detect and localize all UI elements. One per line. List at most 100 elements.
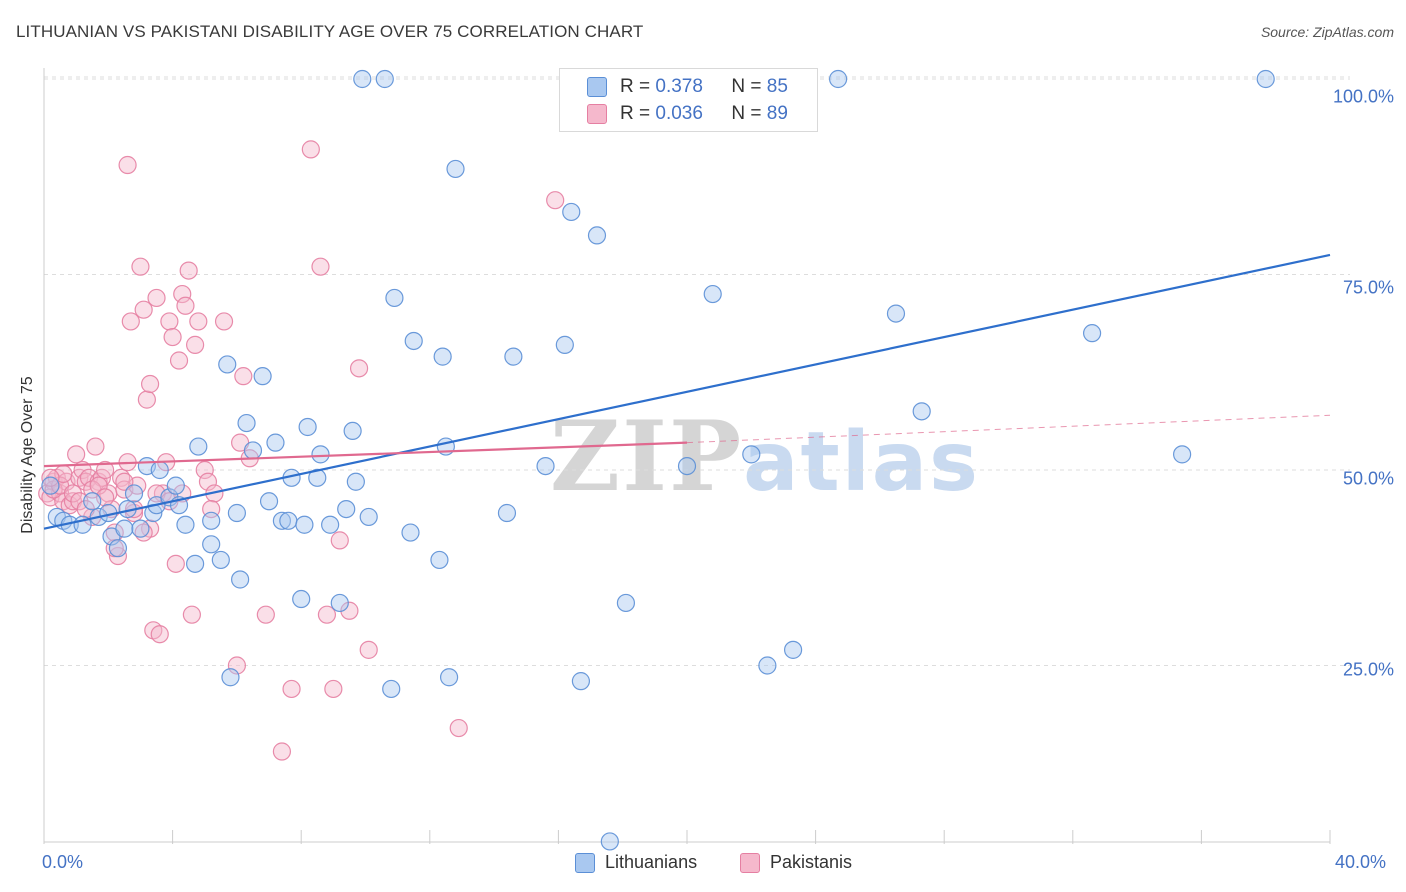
lithuanian-point bbox=[1173, 445, 1192, 464]
pakistani-point bbox=[340, 601, 359, 620]
legend-item-lithuanians: Lithuanians bbox=[575, 852, 697, 873]
watermark-atlas: atlas bbox=[743, 415, 980, 510]
pakistani-point bbox=[67, 445, 86, 464]
lithuanian-point bbox=[272, 511, 292, 530]
pakistani-point bbox=[147, 288, 166, 308]
pakistani-point bbox=[160, 312, 179, 331]
lithuanian-point bbox=[677, 456, 697, 476]
watermark-zip: ZIP bbox=[550, 400, 744, 513]
pakistani-point bbox=[182, 605, 201, 624]
lithuanian-point bbox=[337, 500, 356, 519]
lithuanian-point bbox=[433, 347, 452, 366]
legend-row-lithuanians: R = 0.378 N = 85 bbox=[560, 73, 788, 101]
pakistani-point bbox=[89, 476, 108, 495]
pakistani-point bbox=[115, 472, 134, 491]
pakistani-point bbox=[189, 312, 208, 331]
legend-item-pakistanis: Pakistanis bbox=[740, 852, 852, 873]
lithuanian-point bbox=[253, 367, 272, 386]
n-value: 85 bbox=[766, 76, 788, 97]
lithuanian-point bbox=[108, 539, 128, 558]
lithuanian-point bbox=[211, 550, 230, 570]
lithuanian-point bbox=[382, 679, 401, 699]
pink-swatch bbox=[740, 852, 760, 873]
lithuanian-point bbox=[243, 441, 263, 460]
pakistani-point bbox=[150, 625, 169, 644]
lithuanian-point bbox=[343, 421, 362, 440]
lithuanian-point bbox=[783, 640, 803, 659]
n-label: N = bbox=[731, 76, 762, 97]
lithuanian-point bbox=[446, 159, 465, 179]
lithuanian-point bbox=[218, 355, 237, 374]
lithuanian-point bbox=[311, 445, 330, 464]
trend-lines bbox=[43, 253, 1331, 530]
pakistani-point bbox=[169, 351, 189, 370]
pink-swatch bbox=[587, 104, 607, 124]
grid-lines bbox=[44, 76, 1350, 666]
lithuanian-point bbox=[346, 472, 365, 491]
lithuanian-point bbox=[587, 226, 607, 245]
axes bbox=[43, 68, 1331, 844]
pakistani-point bbox=[227, 656, 246, 675]
lithuanian-point bbox=[1082, 324, 1102, 343]
chart-title: LITHUANIAN VS PAKISTANI DISABILITY AGE O… bbox=[16, 22, 644, 41]
x-tick-max: 40.0% bbox=[1335, 852, 1387, 872]
pakistani-point bbox=[317, 605, 337, 624]
lithuanian-point bbox=[237, 413, 256, 433]
pakistani-point bbox=[311, 257, 330, 276]
lithuanian-point bbox=[221, 668, 240, 687]
blue-swatch bbox=[587, 77, 607, 97]
pakistani-point bbox=[176, 296, 195, 315]
pakistani-point bbox=[198, 472, 218, 491]
lithuanian-point bbox=[353, 69, 372, 89]
lithuanian-point bbox=[189, 437, 208, 456]
lithuanian-point bbox=[504, 347, 523, 366]
lithuanian-point bbox=[1256, 69, 1275, 89]
r-value: 0.378 bbox=[655, 76, 703, 97]
pakistani-point bbox=[95, 460, 115, 480]
lithuanian-point bbox=[439, 668, 459, 687]
lithuanian-point bbox=[616, 593, 636, 613]
lithuanian-point bbox=[279, 511, 298, 530]
lithuanian-point bbox=[41, 476, 60, 495]
pakistani-point bbox=[359, 640, 378, 659]
lithuanian-point bbox=[758, 656, 777, 675]
x-tick-min: 0.0% bbox=[42, 852, 84, 872]
legend-row-pakistanis: R = 0.036 N = 89 bbox=[560, 100, 788, 128]
pakistanis-points bbox=[38, 140, 565, 761]
pakistani-point bbox=[301, 140, 320, 159]
r-value: 0.036 bbox=[655, 103, 703, 124]
lithuanian-point bbox=[321, 515, 340, 534]
pakistani-trend-extension bbox=[686, 414, 1331, 444]
lithuanian-point bbox=[202, 511, 221, 530]
y-tick-25: 25.0% bbox=[1342, 659, 1394, 680]
pakistani-point bbox=[79, 468, 99, 487]
lithuanian-point bbox=[259, 492, 279, 511]
lithuanian-point bbox=[359, 507, 378, 527]
lithuanian-point bbox=[385, 288, 404, 308]
lithuanian-point bbox=[536, 456, 555, 476]
pakistani-point bbox=[118, 155, 137, 175]
pakistani-point bbox=[179, 261, 198, 280]
r-label: R = bbox=[620, 76, 651, 97]
lithuanian-point bbox=[227, 503, 246, 523]
pakistani-point bbox=[140, 374, 160, 394]
pakistani-point bbox=[214, 312, 234, 331]
lithuanian-point bbox=[176, 515, 195, 534]
lithuanian-point bbox=[375, 69, 394, 89]
lithuanian-point bbox=[330, 593, 349, 613]
lithuanian-point bbox=[150, 460, 169, 480]
legend-label-pakistanis: Pakistanis bbox=[770, 852, 853, 872]
y-axis-label: Disability Age Over 75 bbox=[19, 376, 36, 534]
lithuanian-point bbox=[231, 570, 250, 589]
lithuanian-point bbox=[308, 468, 327, 487]
lithuanian-point bbox=[131, 519, 150, 538]
lithuanian-point bbox=[166, 476, 185, 495]
pakistani-point bbox=[272, 742, 292, 761]
pakistani-point bbox=[234, 367, 253, 386]
series-legend: Lithuanians Pakistanis bbox=[0, 852, 1406, 878]
lithuanian-point bbox=[292, 589, 311, 609]
pakistani-point bbox=[330, 531, 349, 550]
lithuanian-point bbox=[83, 492, 102, 511]
lithuanian-point bbox=[886, 304, 906, 323]
